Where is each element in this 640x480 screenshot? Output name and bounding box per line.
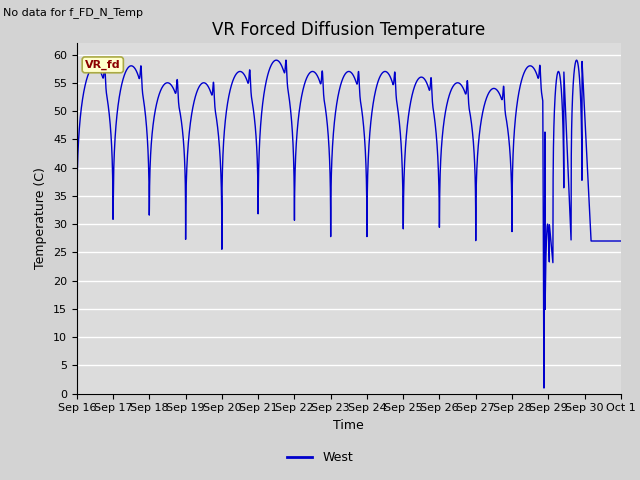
Title: VR Forced Diffusion Temperature: VR Forced Diffusion Temperature [212, 21, 485, 39]
X-axis label: Time: Time [333, 419, 364, 432]
Text: VR_fd: VR_fd [85, 60, 120, 70]
Text: No data for f_FD_N_Temp: No data for f_FD_N_Temp [3, 7, 143, 18]
Y-axis label: Temperature (C): Temperature (C) [35, 168, 47, 269]
Legend: West: West [282, 446, 358, 469]
